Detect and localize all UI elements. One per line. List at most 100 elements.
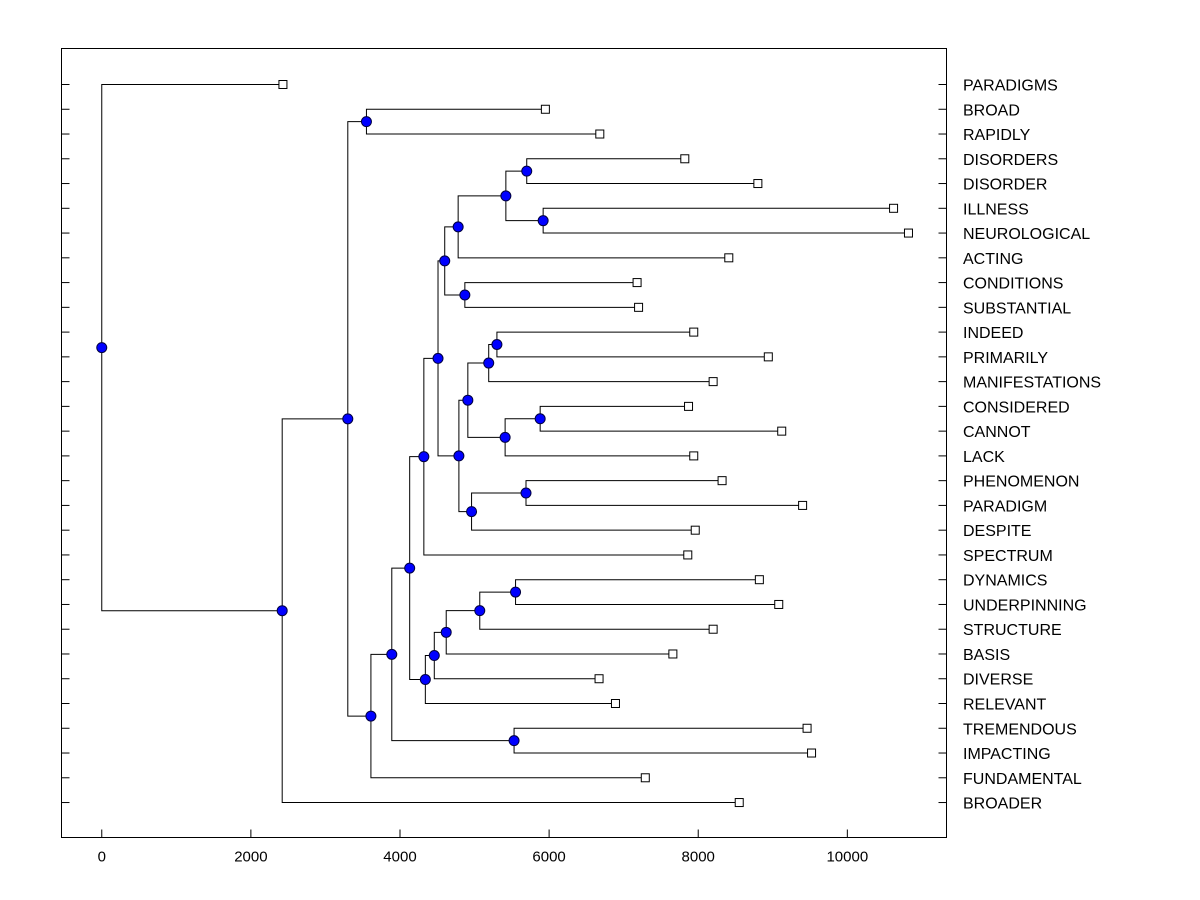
dendrogram-link <box>424 655 616 704</box>
leaf-node-disorders <box>680 154 690 164</box>
merge-node <box>440 626 452 638</box>
merge-node <box>276 605 288 617</box>
dendrogram-link <box>370 653 646 779</box>
leaf-label-despite: DESPITE <box>963 523 1031 540</box>
leaf-label-acting: ACTING <box>963 251 1023 268</box>
leaf-label-broader: BROADER <box>963 796 1042 813</box>
dendrogram-link <box>505 170 544 222</box>
leaf-node-basis <box>668 649 678 659</box>
leaf-node-primarily <box>763 352 773 362</box>
leaf-label-spectrum: SPECTRUM <box>963 548 1053 565</box>
leaf-labels: PARADIGMS BROAD RAPIDLY DISORDERS DISORDER IL… <box>963 78 1101 813</box>
leaf-node-acting <box>724 253 734 263</box>
leaf-label-phenomenon: PHENOMENON <box>963 474 1079 491</box>
leaf-node-tremendous <box>802 723 812 733</box>
leaf-node-indeed <box>689 327 699 337</box>
merge-node <box>459 289 471 301</box>
leaf-label-cannot: CANNOT <box>963 424 1031 441</box>
merge-node <box>521 165 533 177</box>
leaf-node-paradigm <box>798 500 808 510</box>
dendrogram-link <box>457 195 729 259</box>
dendrogram-link <box>496 331 769 358</box>
leaf-label-illness: ILLNESS <box>963 201 1029 218</box>
merge-node <box>462 394 474 406</box>
merge-node <box>342 413 354 425</box>
x-tick-label: 8000 <box>682 849 715 866</box>
merge-node <box>534 413 546 425</box>
x-tick-label: 2000 <box>234 849 267 866</box>
leaf-node-neurological <box>903 228 913 238</box>
leaf-node-considered <box>684 401 694 411</box>
leaf-label-basis: BASIS <box>963 647 1010 664</box>
leaf-node-phenomenon <box>717 476 727 486</box>
leaf-label-indeed: INDEED <box>963 325 1023 342</box>
dendrogram-link <box>525 480 803 506</box>
leaf-node-manifestations <box>708 377 718 387</box>
leaf-node-spectrum <box>683 550 693 560</box>
leaf-node-broad <box>540 104 550 114</box>
leaf-label-rapidly: RAPIDLY <box>963 127 1031 144</box>
merge-node <box>483 357 495 369</box>
x-tick-label: 0 <box>98 849 106 866</box>
leaf-label-dynamics: DYNAMICS <box>963 573 1047 590</box>
merge-node <box>453 450 465 462</box>
dendrogram-link <box>464 282 639 308</box>
x-tick-label: 4000 <box>383 849 416 866</box>
merge-node <box>510 586 522 598</box>
merge-node <box>500 190 512 202</box>
leaf-label-considered: CONSIDERED <box>963 399 1070 416</box>
merge-node <box>520 487 532 499</box>
leaf-node-dynamics <box>754 575 764 585</box>
leaf-node-lack <box>689 451 699 461</box>
leaf-label-impacting: IMPACTING <box>963 746 1051 763</box>
dendrogram-link <box>467 362 506 438</box>
merge-node <box>499 431 511 443</box>
leaf-label-manifestations: MANIFESTATIONS <box>963 375 1101 392</box>
merge-node <box>418 451 430 463</box>
dendrogram-link <box>513 727 812 754</box>
right-tick-marks <box>938 84 947 804</box>
merge-node <box>452 221 464 233</box>
leaf-label-neurological: NEUROLOGICAL <box>963 226 1090 243</box>
leaf-label-relevant: RELEVANT <box>963 697 1047 714</box>
merge-node <box>432 352 444 364</box>
leaf-label-lack: LACK <box>963 449 1005 466</box>
merge-node <box>428 650 440 662</box>
leaf-node-conditions <box>632 278 642 288</box>
leaf-node-disorder <box>753 179 763 189</box>
leaf-label-underpinning: UNDERPINNING <box>963 597 1087 614</box>
merge-node <box>360 116 372 128</box>
x-axis: 0 2000 4000 6000 8000 10000 <box>98 829 868 866</box>
merge-nodes <box>96 116 549 747</box>
leaf-node-illness <box>889 203 899 213</box>
leaf-label-disorders: DISORDERS <box>963 152 1058 169</box>
merge-node <box>404 562 416 574</box>
leaf-label-disorder: DISORDER <box>963 177 1047 194</box>
x-tick-label: 6000 <box>532 849 565 866</box>
dendrogram-link <box>539 405 782 432</box>
leaf-label-fundamental: FUNDAMENTAL <box>963 771 1082 788</box>
leaf-label-tremendous: TREMENDOUS <box>963 721 1077 738</box>
leaf-node-relevant <box>610 699 620 708</box>
merge-node <box>439 255 451 267</box>
leaf-node-structure <box>708 624 718 634</box>
dendrogram-link <box>526 158 758 185</box>
merge-node <box>466 506 478 518</box>
dendrogram-link <box>479 591 714 630</box>
merge-node <box>386 648 398 660</box>
leaf-label-paradigm: PARADIGM <box>963 498 1047 515</box>
dendrogram-link <box>471 492 696 531</box>
leaf-node-underpinning <box>774 599 784 609</box>
leaf-node-fundamental <box>640 773 650 783</box>
leaf-label-structure: STRUCTURE <box>963 622 1062 639</box>
dendrogram-link <box>515 579 779 605</box>
leaf-node-paradigms <box>278 80 288 89</box>
merge-node <box>537 215 549 227</box>
merge-node <box>491 338 503 350</box>
leaf-node-rapidly <box>595 129 605 139</box>
dendrogram-link <box>101 84 283 612</box>
dendrogram-link <box>488 343 714 383</box>
leaf-node-substantial <box>634 302 644 312</box>
leaf-label-primarily: PRIMARILY <box>963 350 1048 367</box>
